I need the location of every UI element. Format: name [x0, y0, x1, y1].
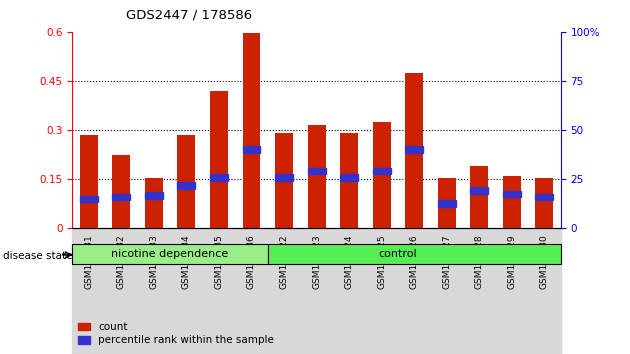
Bar [178, 183, 195, 189]
Bar [471, 187, 488, 194]
Bar [307, 125, 326, 228]
Bar [496, 228, 528, 354]
Text: control: control [379, 249, 417, 259]
Bar [145, 178, 163, 228]
Bar [275, 133, 293, 228]
Bar [365, 228, 398, 354]
Text: GDS2447 / 178586: GDS2447 / 178586 [126, 9, 252, 22]
Bar [243, 34, 260, 228]
Bar [72, 228, 105, 354]
FancyBboxPatch shape [268, 244, 561, 264]
Bar [210, 91, 228, 228]
Text: nicotine dependence: nicotine dependence [112, 249, 229, 259]
Bar [528, 228, 561, 354]
Bar [105, 228, 137, 354]
Bar [463, 228, 496, 354]
Bar [170, 228, 203, 354]
Bar [80, 135, 98, 228]
Bar [503, 191, 521, 197]
Bar [405, 147, 423, 153]
Bar [307, 168, 326, 174]
Bar [438, 178, 455, 228]
Bar [333, 228, 365, 354]
Bar [340, 133, 358, 228]
FancyBboxPatch shape [72, 244, 268, 264]
Legend: count, percentile rank within the sample: count, percentile rank within the sample [77, 322, 275, 345]
Bar [178, 135, 195, 228]
Bar [112, 194, 130, 200]
Text: disease state: disease state [3, 251, 72, 261]
Bar [438, 200, 455, 207]
Bar [503, 176, 521, 228]
Bar [373, 168, 391, 174]
Bar [137, 228, 170, 354]
Bar [210, 174, 228, 181]
Bar [340, 174, 358, 181]
Bar [536, 178, 553, 228]
Bar [301, 228, 333, 354]
Bar [243, 147, 260, 153]
Bar [275, 174, 293, 181]
Bar [268, 228, 301, 354]
Bar [80, 195, 98, 202]
Bar [203, 228, 235, 354]
Bar [373, 122, 391, 228]
Bar [405, 73, 423, 228]
Bar [145, 192, 163, 199]
Bar [235, 228, 268, 354]
Bar [112, 155, 130, 228]
Bar [471, 166, 488, 228]
Bar [430, 228, 463, 354]
Bar [536, 194, 553, 200]
Bar [398, 228, 430, 354]
